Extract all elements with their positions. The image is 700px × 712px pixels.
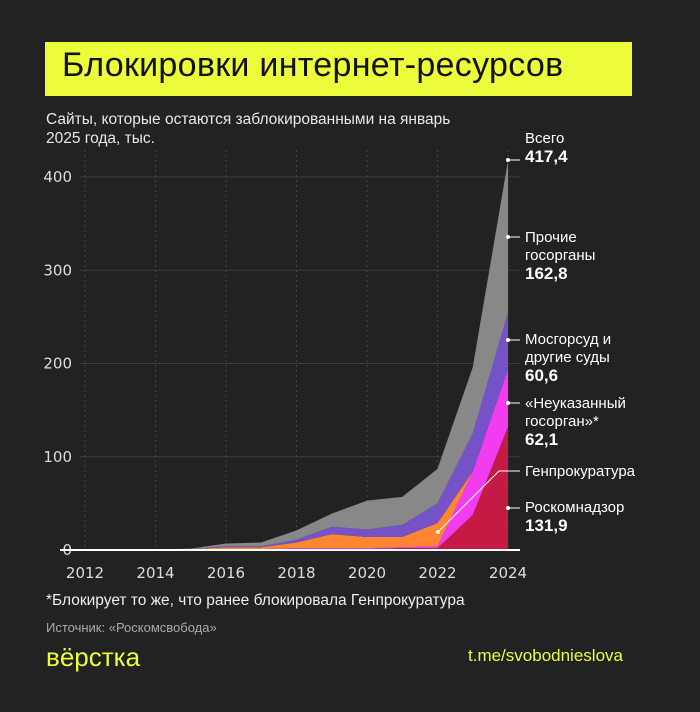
leader-dot bbox=[506, 235, 510, 239]
label-courts-name: Мосгорсуд и другие суды bbox=[525, 331, 612, 366]
chart-subtitle: Сайты, которые остаются заблокированными… bbox=[46, 111, 451, 147]
label-total-name: Всего bbox=[525, 130, 565, 147]
x-tick-label: 2018 bbox=[277, 564, 315, 582]
x-tick-label: 2022 bbox=[418, 564, 456, 582]
label-unspecified-name: «Неуказанный госорган»* bbox=[525, 395, 626, 430]
label-genprok-name: Генпрокуратура bbox=[525, 463, 636, 480]
label-genprok: Генпрокуратура bbox=[525, 463, 635, 481]
label-unspecified-value: 62,1 bbox=[525, 430, 559, 449]
leader-dot bbox=[436, 530, 440, 534]
source: Источник: «Роскомсвобода» bbox=[46, 620, 217, 635]
label-other: Прочие госорганы 162,8 bbox=[525, 229, 635, 283]
channel-link[interactable]: t.me/svobodnieslova bbox=[468, 646, 623, 665]
leader-dot bbox=[506, 506, 510, 510]
leader-dot bbox=[506, 401, 510, 405]
label-unspecified: «Неуказанный госорган»* 62,1 bbox=[525, 395, 660, 449]
x-tick-label: 2012 bbox=[66, 564, 104, 582]
title-banner bbox=[45, 42, 632, 96]
genprok-leader bbox=[437, 470, 520, 533]
leader-dot bbox=[506, 338, 510, 342]
label-rkn-value: 131,9 bbox=[525, 516, 568, 535]
x-tick-label: 2016 bbox=[207, 564, 245, 582]
logo: вёрстка bbox=[46, 642, 141, 672]
label-total-value: 417,4 bbox=[525, 147, 568, 166]
label-courts-value: 60,6 bbox=[525, 366, 559, 385]
footnote: *Блокирует то же, что ранее блокировала … bbox=[46, 592, 465, 609]
label-rkn: Роскомнадзор 131,9 bbox=[525, 499, 624, 535]
page-title: Блокировки интернет-ресурсов bbox=[62, 46, 564, 84]
y-tick-label: 200 bbox=[43, 355, 72, 373]
leader-dot bbox=[506, 158, 510, 162]
label-other-value: 162,8 bbox=[525, 264, 568, 283]
label-courts: Мосгорсуд и другие суды 60,6 bbox=[525, 331, 655, 385]
x-tick-label: 2024 bbox=[489, 564, 527, 582]
label-rkn-name: Роскомнадзор bbox=[525, 499, 625, 516]
label-other-name: Прочие госорганы bbox=[525, 229, 596, 264]
x-tick-label: 2014 bbox=[136, 564, 174, 582]
label-total: Всего 417,4 bbox=[525, 130, 568, 166]
y-tick-label: 300 bbox=[43, 261, 72, 279]
x-tick-label: 2020 bbox=[348, 564, 386, 582]
y-tick-label: 400 bbox=[43, 168, 72, 186]
y-tick-label: 100 bbox=[43, 448, 72, 466]
area-c41a44 bbox=[85, 427, 508, 550]
